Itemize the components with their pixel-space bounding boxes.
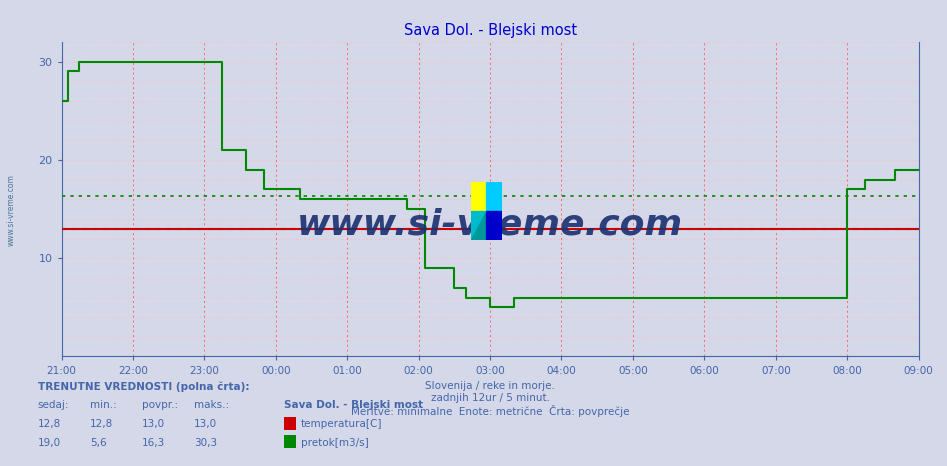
Text: 13,0: 13,0	[142, 419, 165, 429]
Text: povpr.:: povpr.:	[142, 400, 178, 410]
X-axis label: Slovenija / reke in morje.
zadnjih 12ur / 5 minut.
Meritve: minimalne  Enote: me: Slovenija / reke in morje. zadnjih 12ur …	[350, 381, 630, 417]
Text: 12,8: 12,8	[38, 419, 62, 429]
Title: Sava Dol. - Blejski most: Sava Dol. - Blejski most	[403, 23, 577, 38]
Text: 5,6: 5,6	[90, 438, 107, 448]
Text: 19,0: 19,0	[38, 438, 61, 448]
Text: sedaj:: sedaj:	[38, 400, 69, 410]
Text: min.:: min.:	[90, 400, 116, 410]
Bar	[471, 182, 487, 211]
Text: TRENUTNE VREDNOSTI (polna črta):: TRENUTNE VREDNOSTI (polna črta):	[38, 382, 249, 392]
Text: 12,8: 12,8	[90, 419, 114, 429]
Text: pretok[m3/s]: pretok[m3/s]	[301, 438, 369, 448]
Text: 16,3: 16,3	[142, 438, 166, 448]
Text: www.si-vreme.com: www.si-vreme.com	[297, 207, 683, 241]
Text: 30,3: 30,3	[194, 438, 217, 448]
Text: Sava Dol. - Blejski most: Sava Dol. - Blejski most	[284, 400, 423, 410]
Bar	[487, 182, 502, 211]
Bar	[487, 211, 502, 240]
Text: www.si-vreme.com: www.si-vreme.com	[7, 174, 16, 246]
Text: temperatura[C]: temperatura[C]	[301, 419, 383, 429]
Polygon shape	[471, 211, 487, 240]
Text: 13,0: 13,0	[194, 419, 217, 429]
Polygon shape	[471, 211, 487, 240]
Text: maks.:: maks.:	[194, 400, 229, 410]
